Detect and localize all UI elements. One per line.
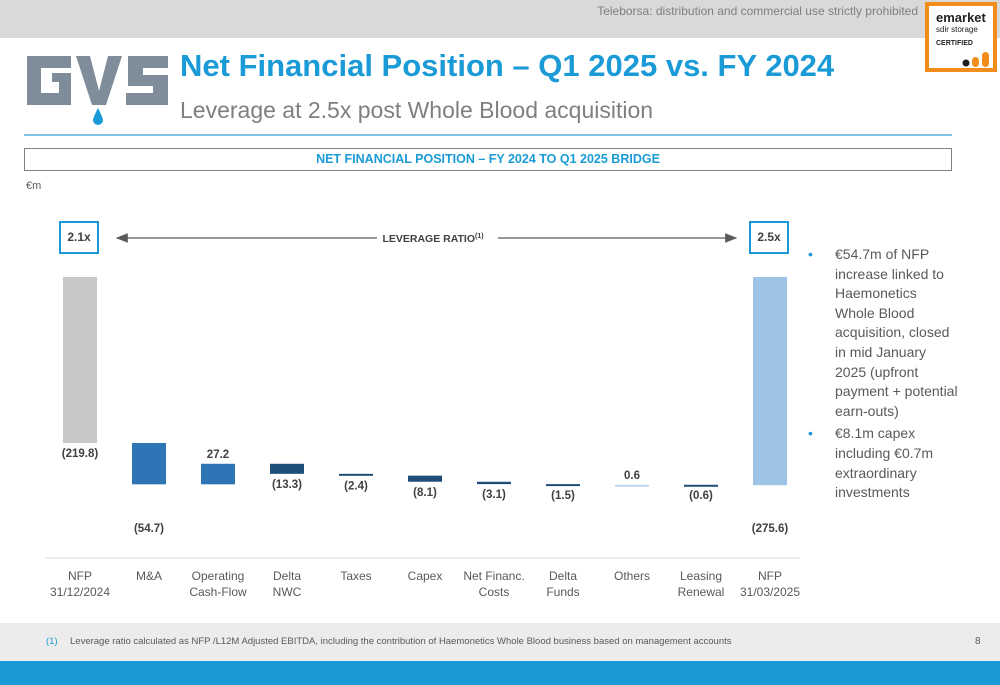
emarket-storage-badge: emarket sdir storage CERTIFIED (925, 2, 997, 72)
category-label: 31/12/2024 (50, 585, 110, 599)
bar-delta-funds (546, 484, 580, 487)
category-label: NWC (273, 585, 302, 599)
category-label: Taxes (340, 569, 371, 583)
category-label: 31/03/2025 (740, 585, 800, 599)
value-label: (8.1) (413, 487, 437, 499)
category-label: Delta (273, 569, 301, 583)
category-label: Costs (479, 585, 510, 599)
chart-title: NET FINANCIAL POSITION – FY 2024 TO Q1 2… (24, 148, 952, 171)
page-number: 8 (975, 636, 981, 647)
category-label: Capex (408, 569, 443, 583)
value-label: 27.2 (207, 449, 229, 461)
leverage-end-badge: 2.5x (749, 221, 789, 254)
category-label: M&A (136, 569, 162, 583)
bullet-text: €8.1m capex including €0.7m extraordinar… (835, 425, 934, 501)
bar-operating-cash-flow (201, 463, 235, 485)
bar-delta-nwc (270, 463, 304, 474)
emarket-certified: CERTIFIED (936, 40, 973, 47)
bullet-dot-icon: • (808, 246, 813, 262)
bar-net-financ-costs (477, 481, 511, 485)
leverage-start-badge: 2.1x (59, 221, 99, 254)
bar-m-a (132, 443, 166, 485)
value-label: (13.3) (272, 479, 302, 491)
value-label: (2.4) (344, 481, 368, 493)
gvs-logo (27, 56, 168, 125)
bar-others (615, 484, 649, 487)
category-label: Funds (546, 585, 579, 599)
value-label: 0.6 (624, 470, 640, 482)
category-label: Others (614, 569, 650, 583)
emarket-dots-icon (962, 52, 989, 67)
bullet-item: • €8.1m capex including €0.7m extraordina… (808, 424, 958, 502)
footnote-text: Leverage ratio calculated as NFP /L12M A… (70, 636, 732, 647)
page-subtitle: Leverage at 2.5x post Whole Blood acquis… (180, 97, 654, 123)
bar-nfp-31-03-2025 (753, 277, 787, 486)
waterfall-chart: LEVERAGE RATIO(1) (219.8) NFP 31/12/2024 (5… (45, 233, 800, 599)
distribution-notice: Teleborsa: distribution and commercial u… (597, 4, 918, 18)
bar-taxes (339, 473, 373, 476)
bullet-item: • €54.7m of NFP increase linked to Haemon… (808, 245, 958, 421)
value-label: (275.6) (752, 523, 789, 535)
bullet-dot-icon: • (808, 425, 813, 442)
footnote-number: (1) (46, 636, 58, 647)
emarket-subtext: sdir storage (936, 25, 978, 34)
unit-label: €m (26, 180, 42, 192)
value-label: (1.5) (551, 490, 575, 502)
bullet-text: €54.7m of NFP increase linked to Haemone… (835, 246, 958, 419)
category-label: Operating (192, 569, 245, 583)
bar-nfp-31-12-2024 (63, 277, 97, 444)
category-label: Leasing (680, 569, 722, 583)
category-label: NFP (758, 569, 782, 583)
value-label: (0.6) (689, 490, 713, 502)
emarket-logo-text: emarket (936, 10, 986, 25)
leverage-ratio-label: LEVERAGE RATIO(1) (382, 233, 483, 245)
leverage-ratio-footnote-ref: (1) (475, 233, 484, 240)
category-label: Delta (549, 569, 577, 583)
category-label: Renewal (678, 585, 725, 599)
bar-capex (408, 475, 442, 482)
title-divider (24, 134, 952, 136)
value-label: (219.8) (62, 448, 99, 460)
footnote-area (0, 623, 1000, 661)
category-label: NFP (68, 569, 92, 583)
top-banner (0, 0, 1000, 38)
value-label: (3.1) (482, 489, 506, 501)
leverage-ratio-text: LEVERAGE RATIO (382, 233, 475, 245)
bar-leasing-renewal (684, 484, 718, 487)
value-label: (54.7) (134, 523, 164, 535)
page-title: Net Financial Position – Q1 2025 vs. FY … (180, 48, 835, 83)
category-label: Cash-Flow (189, 585, 247, 599)
bottom-color-bar (0, 661, 1000, 685)
commentary-bullets: • €54.7m of NFP increase linked to Haemon… (808, 245, 958, 506)
category-label: Net Financ. (463, 569, 524, 583)
